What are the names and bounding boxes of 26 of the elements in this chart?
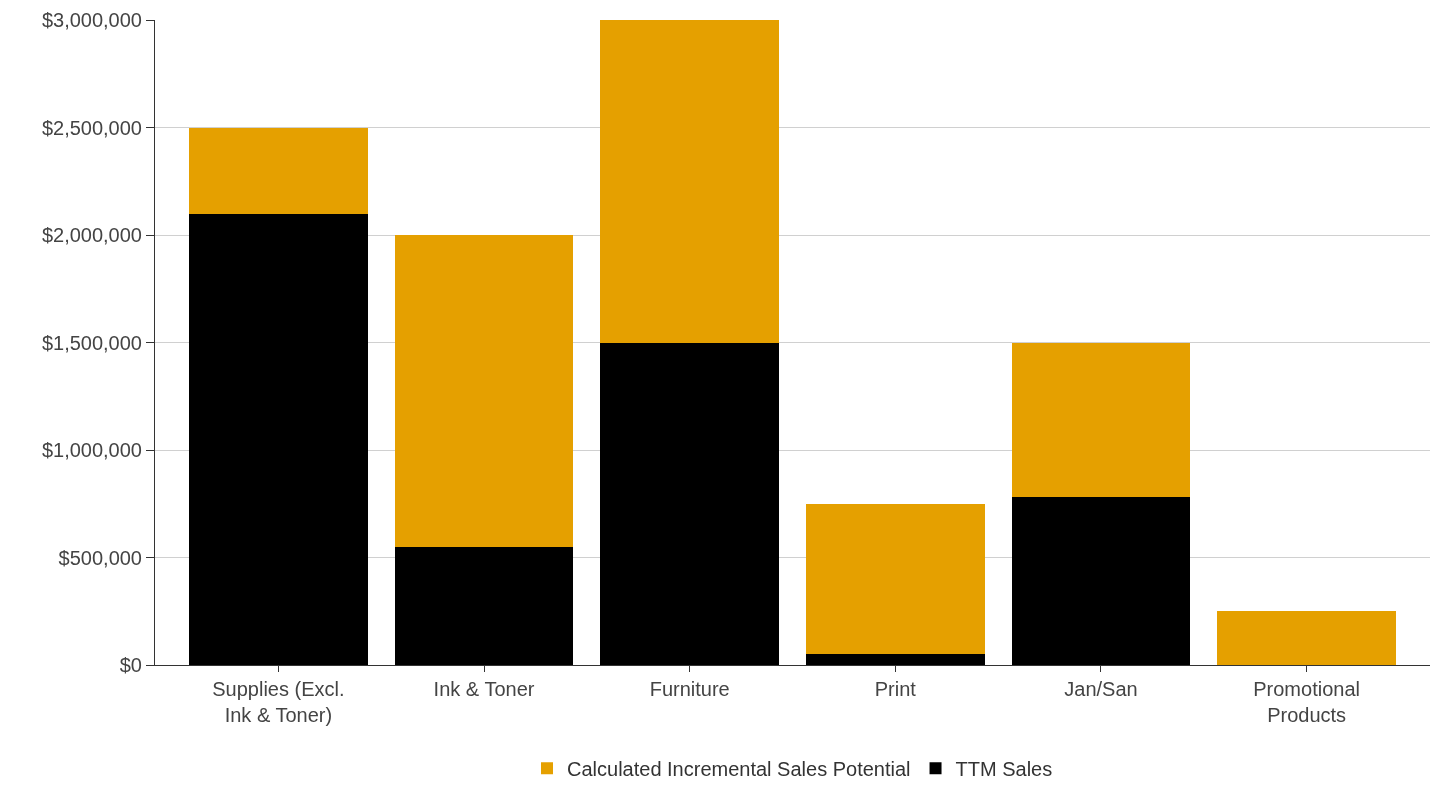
y-tick-label: $2,500,000 xyxy=(41,116,142,139)
legend-label: Calculated Incremental Sales Potential xyxy=(567,758,911,781)
bar xyxy=(600,20,780,343)
y-tick-label: $1,000,000 xyxy=(41,439,142,461)
bar xyxy=(394,235,574,547)
y-tick-label: $500,000 xyxy=(58,546,142,569)
legend-label: TTM Sales xyxy=(955,758,1053,781)
x-tick-label: Ink & Toner xyxy=(433,678,535,700)
x-tick-label: Supplies (Excl. Ink & Toner) xyxy=(212,678,345,726)
y-tick-label: $3,000,000 xyxy=(41,9,142,31)
x-tick-label: Furniture xyxy=(649,678,730,700)
bar xyxy=(188,127,368,214)
bar xyxy=(805,654,985,665)
bar xyxy=(600,342,780,665)
bar xyxy=(1011,342,1191,498)
y-tick-label: $2,000,000 xyxy=(41,224,142,246)
bar xyxy=(1011,497,1191,665)
y-tick-label: $0 xyxy=(119,654,142,676)
x-tick-label: Print xyxy=(874,678,917,700)
bar xyxy=(1217,611,1397,665)
x-tick-label: Jan/San xyxy=(1064,678,1138,700)
bar xyxy=(805,503,985,655)
x-tick-label: Promotional Products xyxy=(1253,678,1360,726)
bar xyxy=(188,213,368,665)
y-tick-label: $1,500,000 xyxy=(41,331,142,354)
bar xyxy=(394,546,574,665)
